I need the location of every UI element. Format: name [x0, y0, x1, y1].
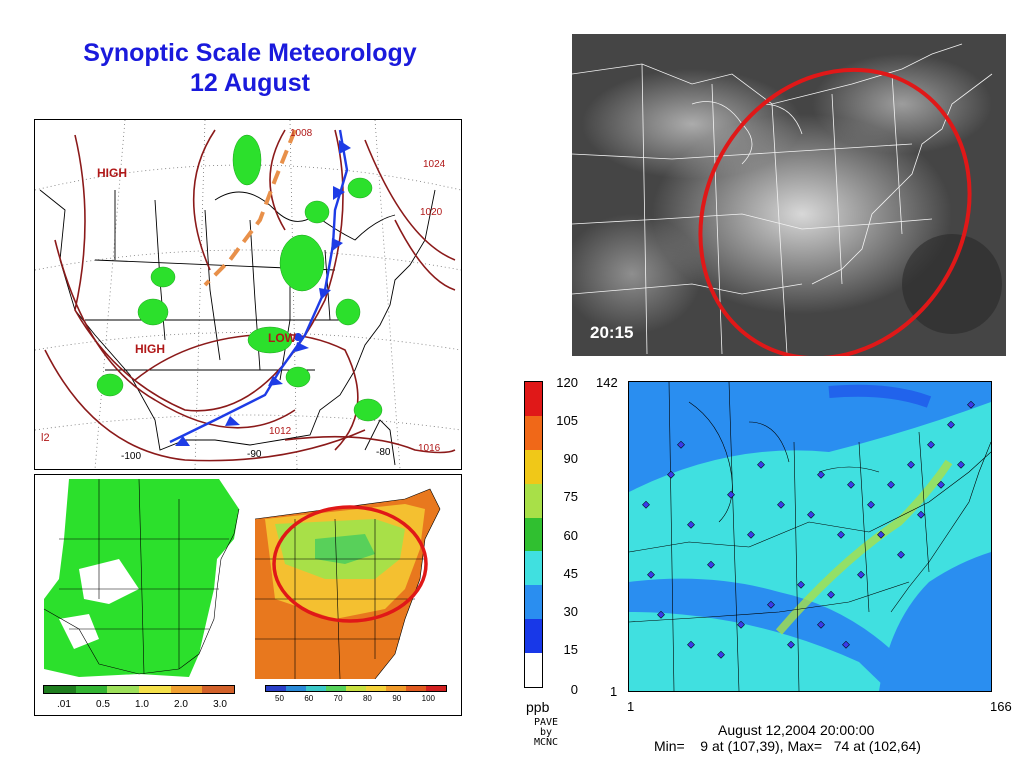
pave-credit: PAVE by MCNC: [528, 718, 564, 748]
precipitation-map: .01 0.5 1.0 2.0 3.0 50 60 70 80 90 100: [34, 474, 462, 716]
precip-legend-swatch: [44, 686, 76, 693]
scale-tick: 90: [563, 451, 578, 466]
scale-swatch: [525, 619, 542, 654]
pave-credit-line: by: [539, 727, 553, 738]
scale-tick: 0: [570, 682, 578, 697]
satellite-time-label: 20:15: [590, 323, 633, 342]
isobar-label-1024: 1024: [423, 159, 446, 170]
precip-tick: .01: [57, 699, 71, 710]
humidity-legend-bar: [265, 685, 447, 692]
scale-tick: 30: [563, 604, 578, 619]
x-axis-min-label: 1: [627, 699, 635, 714]
y-axis-max-label: 142: [596, 375, 618, 390]
title-line-1: Synoptic Scale Meteorology: [83, 39, 417, 67]
precip-legend-swatch: [75, 686, 108, 693]
humidity-tick: 50: [275, 694, 284, 703]
precip-legend-swatch: [107, 686, 140, 693]
humidity-legend-swatch: [366, 686, 386, 691]
humidity-legend-swatch: [306, 686, 326, 691]
low-label: LOW: [268, 331, 297, 345]
scale-swatch: [525, 551, 542, 586]
precip-legend-swatch: [170, 686, 203, 693]
scale-unit-label: ppb: [526, 699, 550, 715]
scale-swatch: [525, 415, 542, 450]
scale-swatch: [525, 449, 542, 484]
isobar-label-1008: 1008: [290, 128, 313, 139]
humidity-drawing: [255, 479, 455, 679]
precip-tick: 0.5: [96, 699, 110, 710]
precip-tick: 3.0: [213, 699, 227, 710]
scale-tick: 60: [563, 528, 578, 543]
longitude-label-100: -100: [121, 451, 141, 462]
humidity-legend-swatch: [326, 686, 346, 691]
precip-legend-bar: [43, 685, 235, 694]
longitude-label-80: -80: [376, 447, 391, 458]
scale-tick: 105: [556, 413, 578, 428]
surface-map-drawing: HIGH HIGH LOW 1008 1024 1020 1012 1016 -…: [35, 120, 461, 469]
humidity-legend-swatch: [386, 686, 406, 691]
isobar-label-1016: 1016: [418, 443, 441, 454]
precip-drawing: [39, 479, 254, 679]
scale-tick: 75: [563, 489, 578, 504]
pave-credit-line: PAVE: [533, 717, 559, 728]
humidity-tick: 100: [421, 694, 435, 703]
ozone-color-scale: [524, 381, 543, 688]
isobar-label-1012: 1012: [269, 426, 292, 437]
y-axis-min-label: 1: [610, 684, 618, 699]
scale-tick: 15: [563, 642, 578, 657]
scale-swatch: [525, 483, 542, 518]
ozone-concentration-map: [628, 381, 992, 692]
page-title: Synoptic Scale Meteorology 12 August: [40, 38, 460, 98]
humidity-tick: 70: [333, 694, 343, 703]
satellite-image: 20:15: [572, 34, 1006, 356]
scale-swatch: [525, 653, 542, 688]
satellite-drawing: 20:15: [572, 34, 1006, 356]
pave-credit-line: MCNC: [533, 737, 559, 748]
map-corner-label: l2: [41, 432, 50, 444]
isobar-label-1020: 1020: [420, 207, 443, 218]
scale-swatch: [525, 382, 542, 416]
humidity-legend-swatch: [426, 686, 446, 691]
humidity-legend-ticks: 50 60 70 80 90 100: [275, 694, 435, 703]
x-axis-max-label: 166: [990, 699, 1012, 714]
precip-legend-swatch: [139, 686, 171, 693]
humidity-tick: 80: [362, 694, 372, 703]
humidity-legend-swatch: [286, 686, 306, 691]
surface-weather-map: HIGH HIGH LOW 1008 1024 1020 1012 1016 -…: [34, 119, 462, 470]
humidity-legend-swatch: [406, 686, 426, 691]
precip-legend-ticks: .01 0.5 1.0 2.0 3.0: [57, 699, 227, 710]
high-label-south: HIGH: [135, 342, 165, 356]
humidity-tick: 60: [304, 694, 314, 703]
humidity-legend-swatch: [346, 686, 366, 691]
scale-tick: 45: [563, 566, 578, 581]
ozone-date-label: August 12,2004 20:00:00: [718, 722, 875, 738]
scale-tick: 120: [556, 375, 578, 390]
title-line-2: 12 August: [190, 69, 310, 97]
scale-swatch: [525, 517, 542, 552]
humidity-tick: 90: [392, 694, 402, 703]
high-label-north: HIGH: [97, 166, 127, 180]
precip-tick: 2.0: [174, 699, 188, 710]
scale-swatch: [525, 585, 542, 620]
precip-legend-swatch: [202, 686, 235, 693]
ozone-map-drawing: [629, 382, 991, 691]
ozone-stats-label: Min= 9 at (107,39), Max= 74 at (102,64): [654, 738, 921, 754]
humidity-legend-swatch: [266, 686, 286, 691]
longitude-label-90: -90: [247, 449, 262, 460]
precip-tick: 1.0: [135, 699, 149, 710]
